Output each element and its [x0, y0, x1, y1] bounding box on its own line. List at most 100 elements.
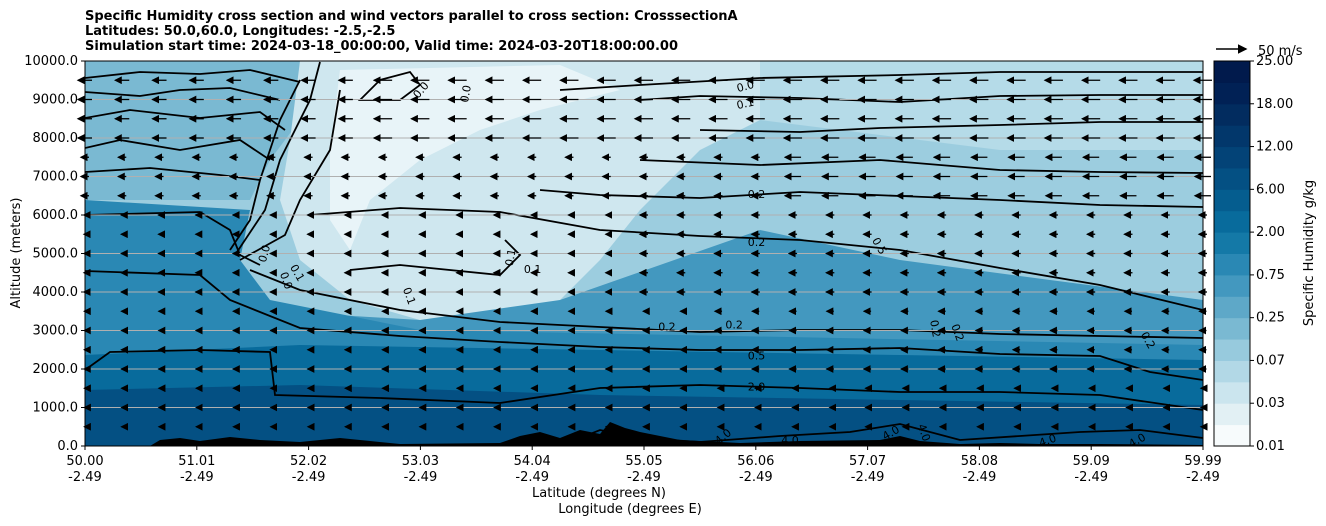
- x-tick-label-lat: 55.05: [625, 454, 662, 469]
- colorbar-segment: [1214, 403, 1250, 426]
- colorbar-tick-label: 0.07: [1256, 353, 1285, 368]
- colorbar-segment: [1214, 82, 1250, 105]
- x-tick-label-lat: 52.02: [290, 454, 327, 469]
- colorbar-segment: [1214, 103, 1250, 126]
- colorbar-tick-label: 2.00: [1256, 225, 1285, 240]
- contour-00-right: [559, 71, 1203, 91]
- contour-label: 0.0: [256, 243, 273, 263]
- colorbar-segment: [1214, 189, 1250, 212]
- colorbar-tick-label: 0.01: [1256, 439, 1285, 454]
- x-tick-label-lon: -2.49: [292, 470, 326, 485]
- contour-right-b: [639, 159, 1203, 174]
- y-axis-label: Altitude (meters): [9, 198, 24, 309]
- contour-upper-a: [85, 69, 301, 83]
- contour-label: 0.2: [748, 188, 766, 201]
- x-tick-label-lon: -2.49: [739, 470, 773, 485]
- contour-label: 4.0: [915, 422, 933, 443]
- y-tick-label: 1000.0: [33, 401, 79, 416]
- x-tick-label-lon: -2.49: [963, 470, 997, 485]
- y-tick-label: 0.0: [57, 439, 78, 454]
- band-dry-core: [330, 65, 620, 250]
- contour-upper-d: [85, 139, 271, 161]
- band-left-mid: [85, 200, 1203, 380]
- colorbar-segment: [1214, 274, 1250, 297]
- y-tick-label: 8000.0: [33, 131, 79, 146]
- contour-label: 0.2: [725, 319, 743, 332]
- y-tick-label: 7000.0: [33, 170, 79, 185]
- contour-label: 0.2: [948, 322, 966, 343]
- x-tick-label-lat: 59.09: [1073, 454, 1110, 469]
- x-tick-label-lon: -2.49: [627, 470, 661, 485]
- y-tick-label: 3000.0: [33, 324, 79, 339]
- contour-label: 4.0: [781, 434, 799, 447]
- x-tick-label-lon: -2.49: [404, 470, 438, 485]
- colorbar-segment: [1214, 296, 1250, 319]
- colorbar-segment: [1214, 167, 1250, 190]
- x-tick-label-lon: -2.49: [180, 470, 214, 485]
- contour-upper-e: [85, 167, 261, 181]
- y-axis: 0.0 1000.0 2000.0 3000.0 4000.0 5000.0 6000.0 7…: [24, 54, 85, 454]
- x-tick-label-lon: -2.49: [515, 470, 549, 485]
- colorbar-segment: [1214, 317, 1250, 340]
- colorbar-tick-label: 0.25: [1256, 311, 1285, 326]
- x-tick-label-lat: 56.06: [737, 454, 774, 469]
- colorbar-tick-label: 25.00: [1256, 54, 1293, 69]
- colorbar-tick-label: 6.00: [1256, 182, 1285, 197]
- x-tick-label-lat: 57.07: [849, 454, 886, 469]
- contour-40-surface: [559, 423, 1203, 446]
- y-tick-label: 5000.0: [33, 247, 79, 262]
- chart-title-line-1: Specific Humidity cross section and wind…: [85, 9, 738, 24]
- contour-01-lower: [249, 269, 1203, 339]
- contour-label: 2.0: [748, 380, 766, 393]
- contour-label: 0.2: [658, 321, 676, 334]
- chart-title-line-2: Latitudes: 50.0,60.0, Longitudes: -2.5,-…: [85, 24, 396, 39]
- colorbar-tick-label: 0.75: [1256, 268, 1285, 283]
- colorbar-segment: [1214, 232, 1250, 254]
- colorbar-segment: [1214, 61, 1250, 83]
- contour-label: 0.5: [748, 350, 766, 363]
- contour-label: 0.0: [277, 270, 295, 291]
- y-tick-label: 4000.0: [33, 285, 79, 300]
- contour-01-left: [229, 79, 301, 251]
- contour-label: 0.1: [400, 286, 418, 307]
- colorbar-segment: [1214, 424, 1250, 447]
- wind-vectors: [76, 76, 1212, 431]
- colorbar-frame: [1213, 60, 1251, 447]
- colorbar-segment: [1214, 210, 1250, 233]
- chart-title-line-3: Simulation start time: 2024-03-18_00:00:…: [85, 39, 678, 54]
- y-tick-label: 10000.0: [24, 54, 78, 69]
- wind-reference-key: 50 m/s: [1216, 44, 1303, 59]
- colorbar: 0.01 0.03 0.07 0.25 0.75 2.00 6.00 12.00 18.00 25…: [1214, 54, 1293, 454]
- colorbar-tick-label: 12.00: [1256, 140, 1293, 155]
- contour-05-low: [85, 270, 1203, 381]
- contour-upper-b: [85, 87, 281, 101]
- colorbar-segment: [1214, 146, 1250, 169]
- x-tick-label-lat: 59.99: [1184, 454, 1221, 469]
- colorbar-segment: [1214, 125, 1250, 148]
- x-axis-label-line-2: Longitude (degrees E): [558, 502, 702, 517]
- contour-labels: 0.0 0.0 0.00.10.20.2 0.50.10.10.00.10.00.10…: [256, 78, 1158, 451]
- colorbar-segment: [1214, 253, 1250, 276]
- x-tick-label-lon: -2.49: [1186, 470, 1220, 485]
- x-tick-label-lon: -2.49: [68, 470, 102, 485]
- y-tick-label: 6000.0: [33, 208, 79, 223]
- contour-label: 0.1: [735, 96, 755, 112]
- contour-label: 0.0: [458, 84, 474, 103]
- contour-label: 0.2: [927, 319, 943, 338]
- contour-05-left: [239, 89, 341, 261]
- x-tick-label-lat: 51.01: [178, 454, 215, 469]
- contour-label: 0.1: [524, 263, 542, 276]
- y-tick-label: 2000.0: [33, 362, 79, 377]
- x-tick-label-lat: 53.03: [402, 454, 439, 469]
- x-tick-label-lat: 58.08: [961, 454, 998, 469]
- contour-02-left: [234, 61, 321, 256]
- contour-label: 0.1: [503, 248, 519, 267]
- x-tick-label-lon: -2.49: [1074, 470, 1108, 485]
- contour-right-a: [699, 121, 1203, 133]
- colorbar-tick-label: 0.03: [1256, 396, 1285, 411]
- contour-label: 4.0: [1037, 432, 1058, 450]
- x-tick-label-lat: 54.04: [514, 454, 551, 469]
- contour-02-upper: [539, 189, 1203, 208]
